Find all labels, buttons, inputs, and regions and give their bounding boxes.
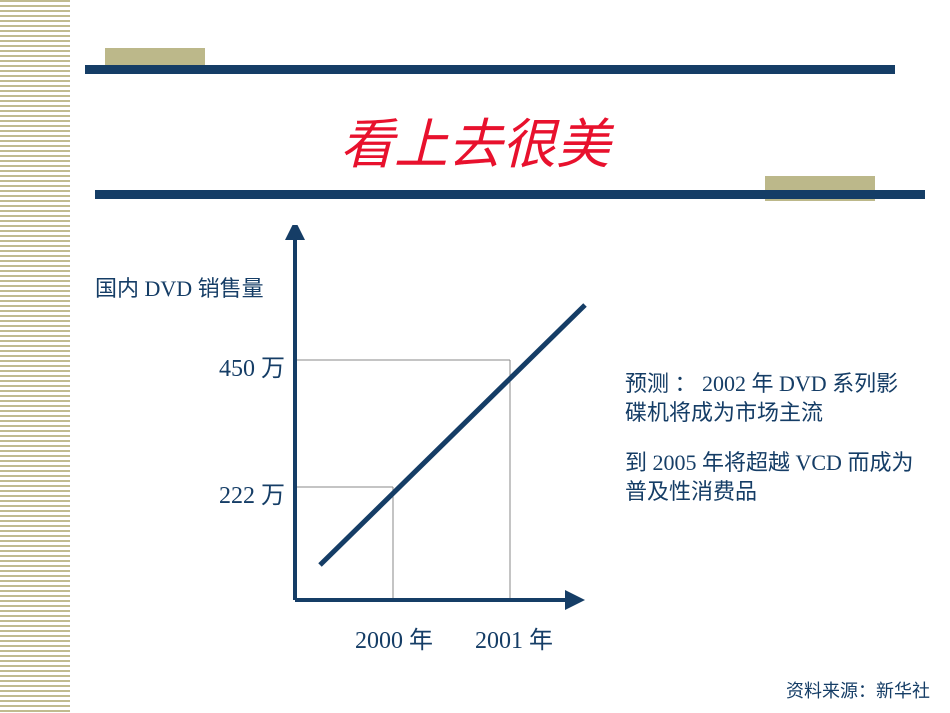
decorative-bar-under bbox=[95, 190, 925, 199]
dvd-sales-chart: 国内 DVD 销售量 222 万 450 万 2000 年 2001 年 bbox=[95, 225, 615, 645]
x-label-0: 2000 年 bbox=[355, 620, 433, 655]
decorative-bar-top bbox=[85, 65, 895, 74]
title-area: 看上去很美 bbox=[0, 100, 950, 179]
source-label: 资料来源：新华社 bbox=[786, 677, 930, 703]
prediction-paragraph-1: 预测 ： 2002 年 DVD 系列影碟机将成为市场主流 bbox=[625, 370, 920, 427]
y-label-0: 222 万 bbox=[205, 475, 285, 510]
x-label-1: 2001 年 bbox=[475, 620, 553, 655]
page-title: 看上去很美 bbox=[340, 115, 610, 175]
y-label-1: 450 万 bbox=[205, 348, 285, 383]
prediction-paragraph-2: 到 2005 年将超越 VCD 而成为普及性消费品 bbox=[625, 449, 920, 506]
prediction-text: 预测 ： 2002 年 DVD 系列影碟机将成为市场主流 到 2005 年将超越… bbox=[625, 370, 920, 528]
y-axis-title: 国内 DVD 销售量 bbox=[95, 271, 264, 303]
